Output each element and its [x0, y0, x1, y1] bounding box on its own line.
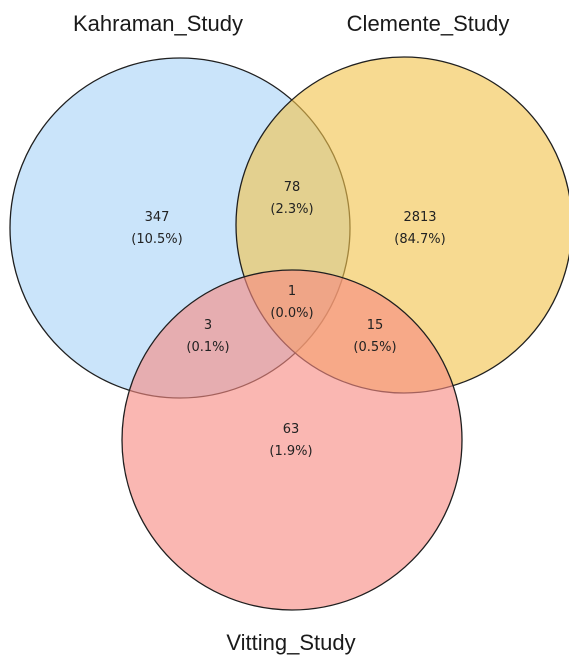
region-kahraman-vitting: 3 (0.1%) — [186, 318, 229, 355]
region-percent: (0.1%) — [186, 340, 229, 355]
region-clemente-only: 2813 (84.7%) — [394, 210, 445, 247]
region-percent: (84.7%) — [394, 232, 445, 247]
region-all-three: 1 (0.0%) — [270, 284, 313, 321]
region-percent: (0.5%) — [353, 340, 396, 355]
set-circle-vitting — [121, 269, 463, 611]
region-vitting-only: 63 (1.9%) — [269, 422, 312, 459]
region-percent: (0.0%) — [270, 306, 313, 321]
set-label-kahraman: Kahraman_Study — [73, 11, 243, 36]
region-kahraman-only: 347 (10.5%) — [131, 210, 182, 247]
region-percent: (10.5%) — [131, 232, 182, 247]
region-percent: (2.3%) — [270, 202, 313, 217]
set-label-clemente: Clemente_Study — [347, 11, 510, 36]
region-count: 63 — [283, 422, 300, 437]
region-count: 2813 — [403, 210, 436, 225]
region-count: 347 — [145, 210, 170, 225]
region-count: 15 — [367, 318, 384, 333]
region-count: 3 — [204, 318, 212, 333]
set-label-vitting: Vitting_Study — [226, 630, 355, 655]
region-percent: (1.9%) — [269, 444, 312, 459]
region-clemente-vitting: 15 (0.5%) — [353, 318, 396, 355]
region-count: 78 — [284, 180, 301, 195]
region-count: 1 — [288, 284, 296, 299]
region-kahraman-clemente: 78 (2.3%) — [270, 180, 313, 217]
